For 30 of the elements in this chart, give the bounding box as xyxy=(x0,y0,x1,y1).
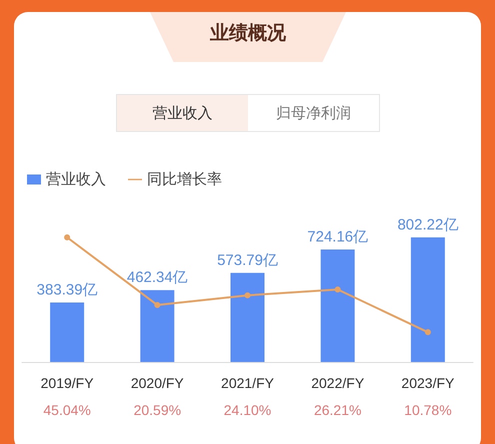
x-tick-label: 2020/FY xyxy=(130,375,184,391)
text: 营业收入 xyxy=(117,95,248,131)
data-label: 24.10% xyxy=(224,402,272,418)
bar xyxy=(230,272,264,362)
x-tick-label: 2023/FY xyxy=(401,375,456,391)
data-label: 802.22亿 xyxy=(397,216,458,234)
point xyxy=(64,234,70,240)
bar xyxy=(320,250,355,362)
bar xyxy=(140,290,174,362)
data-label: 45.04% xyxy=(43,402,91,418)
point xyxy=(424,329,431,336)
bar xyxy=(50,302,84,362)
x-tick-label: 2022/FY xyxy=(311,375,365,391)
x-tick-label: 2019/FY xyxy=(40,375,94,391)
data-label: 26.21% xyxy=(314,402,362,418)
point xyxy=(154,302,160,308)
point xyxy=(244,292,250,298)
data-label: 462.34亿 xyxy=(126,269,188,286)
data-label: 573.79亿 xyxy=(217,252,278,269)
point xyxy=(334,286,341,292)
data-label: 20.59% xyxy=(134,402,182,418)
data-label: 10.78% xyxy=(404,402,452,418)
text: 归母净利润 xyxy=(275,102,352,124)
data-label: 724.16亿 xyxy=(307,228,368,246)
legend-label: 营业收入 xyxy=(46,171,106,188)
chart-title: 业绩概况 xyxy=(209,21,287,46)
legend-label: 同比增长率 xyxy=(147,171,222,188)
data-label: 383.39亿 xyxy=(36,281,98,298)
x-tick-label: 2021/FY xyxy=(221,375,275,391)
bar xyxy=(410,237,445,362)
